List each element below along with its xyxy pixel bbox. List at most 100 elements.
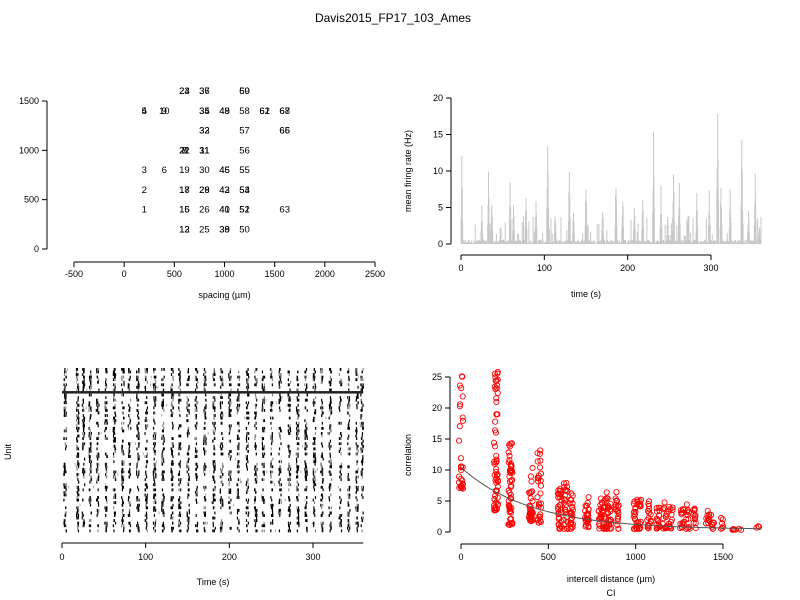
spike-tick [362, 455, 364, 458]
spike-tick [219, 401, 222, 405]
spike-tick [113, 488, 115, 492]
spike-tick [263, 398, 265, 402]
spike-tick [187, 493, 189, 497]
spike-tick [77, 388, 80, 392]
spike-tick [270, 460, 272, 464]
spike-tick [77, 506, 80, 510]
spike-tick [83, 442, 86, 446]
spike-tick [161, 470, 164, 474]
spike-tick [106, 370, 108, 374]
spike-tick [105, 498, 108, 502]
spike-tick [77, 403, 79, 407]
spike-tick [106, 378, 108, 382]
spike-tick [171, 526, 173, 530]
spike-tick [212, 462, 214, 466]
spike-tick [288, 514, 291, 517]
spike-tick [112, 488, 114, 492]
spike-tick [76, 375, 78, 379]
spike-tick [297, 426, 300, 430]
data-point [459, 477, 466, 484]
spike-tick [153, 398, 155, 402]
spike-tick [270, 368, 272, 371]
spike-tick [247, 483, 249, 486]
spike-tick [321, 442, 323, 446]
x-axis-title: Time (s) [197, 577, 230, 587]
spike-tick [203, 373, 205, 376]
spike-tick [76, 414, 78, 417]
spike-tick [138, 370, 140, 374]
spike-tick [128, 475, 130, 479]
spike-tick [262, 375, 265, 379]
spike-tick [236, 398, 238, 402]
spike-tick [97, 406, 99, 410]
data-point [459, 464, 466, 471]
spike-tick [321, 401, 323, 405]
spike-tick [254, 434, 256, 438]
spike-tick [278, 467, 280, 471]
spike-tick [187, 526, 190, 530]
spike-tick [65, 470, 67, 474]
spike-tick [63, 483, 65, 487]
spike-tick [246, 434, 248, 438]
spike-tick [339, 401, 341, 405]
spike-tick [97, 370, 99, 374]
spike-tick [64, 442, 66, 446]
spike-tick [278, 432, 280, 435]
spike-tick [362, 496, 364, 499]
spike-tick [121, 426, 123, 430]
spike-tick [114, 419, 117, 423]
spike-tick [362, 467, 364, 471]
spike-tick [153, 419, 155, 423]
spike-tick [356, 429, 358, 433]
spike-tick [238, 521, 240, 525]
spike-tick [144, 447, 147, 451]
spike-tick [77, 452, 80, 456]
spike-tick [298, 524, 300, 528]
spike-tick [128, 521, 130, 525]
spike-tick [129, 529, 131, 533]
x-tick-label: 100 [138, 552, 153, 562]
spike-tick [279, 409, 281, 412]
spike-tick [321, 434, 323, 438]
data-point [656, 523, 663, 530]
spike-tick [112, 524, 114, 528]
spike-tick [205, 403, 207, 407]
spike-tick [279, 426, 281, 430]
spike-tick [170, 462, 173, 466]
spike-tick [288, 398, 290, 402]
spike-tick [90, 444, 92, 448]
spike-tick [115, 478, 117, 482]
spike-tick [195, 378, 197, 382]
spike-tick [261, 409, 263, 412]
spike-tick [64, 388, 66, 392]
data-point [729, 526, 736, 533]
spike-tick [263, 524, 266, 528]
spike-tick [213, 467, 215, 471]
spike-tick [105, 406, 107, 410]
spike-tick [329, 401, 331, 405]
spike-tick [154, 465, 156, 469]
spike-tick [214, 421, 216, 425]
spike-tick [295, 462, 298, 466]
spike-tick [347, 442, 349, 446]
spike-tick [254, 467, 256, 471]
spike-tick [221, 521, 223, 525]
spike-tick [90, 442, 92, 446]
spike-tick [97, 437, 99, 441]
spike-tick [114, 437, 117, 441]
spike-tick [348, 388, 350, 392]
spike-tick [261, 370, 264, 374]
spike-tick [137, 475, 139, 479]
spike-tick [113, 447, 116, 451]
x-tick-label: 1500 [265, 269, 285, 279]
spike-tick [272, 503, 274, 507]
spike-tick [362, 488, 364, 492]
spike-tick [128, 508, 131, 512]
spike-tick [220, 411, 222, 415]
spike-tick [82, 380, 84, 384]
spike-tick [88, 426, 90, 430]
spike-tick [280, 488, 282, 492]
spike-tick [314, 411, 316, 415]
spike-tick [163, 496, 165, 499]
spike-tick [63, 373, 66, 376]
